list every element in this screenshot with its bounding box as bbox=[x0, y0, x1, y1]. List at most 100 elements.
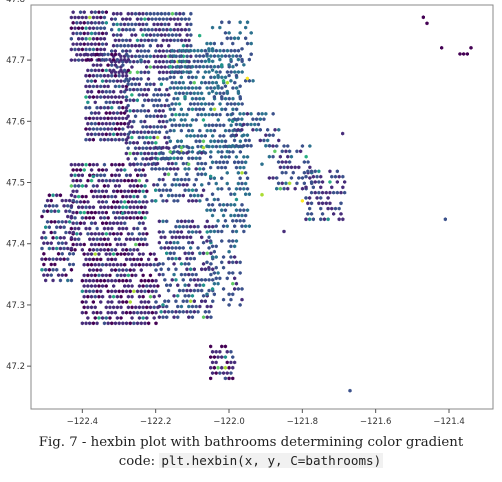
hexbin-cell bbox=[139, 205, 143, 210]
hexbin-cell bbox=[112, 111, 116, 115]
hexbin-cell bbox=[89, 189, 94, 194]
hexbin-cell bbox=[128, 17, 132, 21]
hexbin-cell bbox=[117, 137, 121, 142]
hexbin-cell bbox=[55, 193, 59, 198]
hexbin-cell bbox=[229, 48, 233, 53]
hexbin-cell bbox=[102, 216, 107, 220]
hexbin-cell bbox=[165, 283, 169, 288]
y-tick-label: 47.3 bbox=[6, 301, 25, 311]
hexbin-cell bbox=[212, 365, 216, 370]
hexbin-cell bbox=[233, 224, 237, 229]
hexbin-cell bbox=[286, 165, 290, 170]
hexbin-cell bbox=[113, 17, 117, 21]
hexbin-cell bbox=[209, 304, 213, 309]
hexbin-cell bbox=[236, 213, 240, 218]
hexbin-cell bbox=[196, 91, 200, 96]
hexbin-cell bbox=[122, 43, 127, 48]
hexbin-cell bbox=[121, 116, 125, 121]
hexbin-cell bbox=[187, 156, 191, 161]
hexbin-cell bbox=[299, 149, 303, 154]
hexbin-cell bbox=[101, 200, 105, 204]
hexbin-cell bbox=[280, 149, 284, 154]
hexbin-cell bbox=[163, 11, 167, 16]
hexbin-cell bbox=[113, 116, 118, 121]
hexbin-cell bbox=[77, 15, 81, 20]
hexbin-cell bbox=[200, 91, 204, 96]
hexbin-cell bbox=[80, 194, 84, 199]
hexbin-cell bbox=[154, 151, 158, 156]
hexbin-cell bbox=[117, 162, 121, 167]
hexbin-cell bbox=[332, 212, 336, 216]
hexbin-cell bbox=[300, 186, 305, 191]
hexbin-cell bbox=[55, 235, 59, 240]
hexbin-cell bbox=[311, 217, 315, 222]
hexbin-cell bbox=[108, 294, 112, 299]
hexbin-cell bbox=[179, 118, 183, 122]
hexbin-cell bbox=[145, 189, 149, 194]
hexbin-cell bbox=[152, 103, 156, 108]
hexbin-cell bbox=[152, 135, 156, 140]
hexbin-cell bbox=[91, 205, 96, 210]
hexbin-cell bbox=[143, 59, 147, 64]
hexbin-cell bbox=[106, 257, 110, 262]
hexbin-cell bbox=[113, 216, 118, 220]
hexbin-cell bbox=[287, 181, 292, 186]
hexbin-cell bbox=[165, 130, 169, 135]
hexbin-cell bbox=[77, 184, 81, 188]
hexbin-cell bbox=[205, 208, 209, 213]
hexbin-cell bbox=[245, 208, 250, 213]
y-tick-label: 47.7 bbox=[6, 56, 25, 66]
hexbin-cell bbox=[190, 150, 195, 154]
hexbin-cell bbox=[110, 300, 114, 304]
hexbin-cell bbox=[258, 127, 262, 132]
hexbin-cell bbox=[130, 125, 134, 129]
hexbin-cell bbox=[234, 143, 238, 148]
hexbin-cell bbox=[234, 133, 238, 138]
hexbin-cell bbox=[144, 125, 149, 129]
hexbin-cell bbox=[223, 344, 228, 349]
axes-frame bbox=[30, 4, 494, 410]
hexbin-cell bbox=[145, 11, 149, 16]
hexbin-cell bbox=[148, 125, 152, 129]
hexbin-cell bbox=[69, 36, 73, 41]
hexbin-cell bbox=[106, 116, 110, 121]
hexbin-cell bbox=[137, 294, 142, 299]
hexbin-cell bbox=[110, 127, 114, 131]
hexbin-cell bbox=[139, 151, 143, 156]
hexbin-cell bbox=[196, 288, 200, 293]
hexbin-cell bbox=[163, 33, 167, 37]
hexbin-cell bbox=[123, 252, 127, 256]
hexbin-cell bbox=[179, 219, 184, 224]
hexbin-cell bbox=[214, 360, 218, 365]
hexbin-cell bbox=[212, 197, 216, 202]
hexbin-cell bbox=[124, 77, 128, 81]
hexbin-cell bbox=[115, 316, 119, 320]
hexbin-cell bbox=[337, 174, 341, 179]
hexbin-cell bbox=[69, 193, 74, 198]
hexbin-cell bbox=[172, 167, 176, 171]
hexbin-cell bbox=[178, 183, 182, 187]
hexbin-cell bbox=[139, 27, 143, 32]
hexbin-cell bbox=[126, 135, 130, 140]
hexbin-cell bbox=[227, 376, 231, 381]
hexbin-cell bbox=[462, 52, 466, 56]
hexbin-cell bbox=[181, 309, 185, 314]
hexbin-cell bbox=[124, 140, 128, 145]
hexbin-cell bbox=[170, 112, 174, 117]
hexbin-cell bbox=[88, 173, 92, 178]
hexbin-cell bbox=[200, 183, 204, 187]
figure-caption: Fig. 7 - hexbin plot with bathrooms dete… bbox=[0, 434, 502, 471]
hexbin-cell bbox=[308, 206, 312, 211]
hexbin-cell bbox=[68, 251, 72, 256]
hexbin-cell bbox=[207, 278, 211, 282]
hexbin-cell bbox=[139, 58, 143, 62]
hexbin-cell bbox=[93, 221, 97, 226]
hexbin-cell bbox=[88, 73, 92, 78]
hexbin-cell bbox=[106, 184, 110, 188]
hexbin-cell bbox=[187, 283, 191, 288]
hexbin-cell bbox=[236, 117, 240, 122]
hexbin-cell bbox=[104, 200, 108, 204]
hexbin-cell bbox=[328, 180, 332, 184]
hexbin-cell bbox=[108, 316, 112, 320]
hexbin-cell bbox=[207, 47, 211, 51]
